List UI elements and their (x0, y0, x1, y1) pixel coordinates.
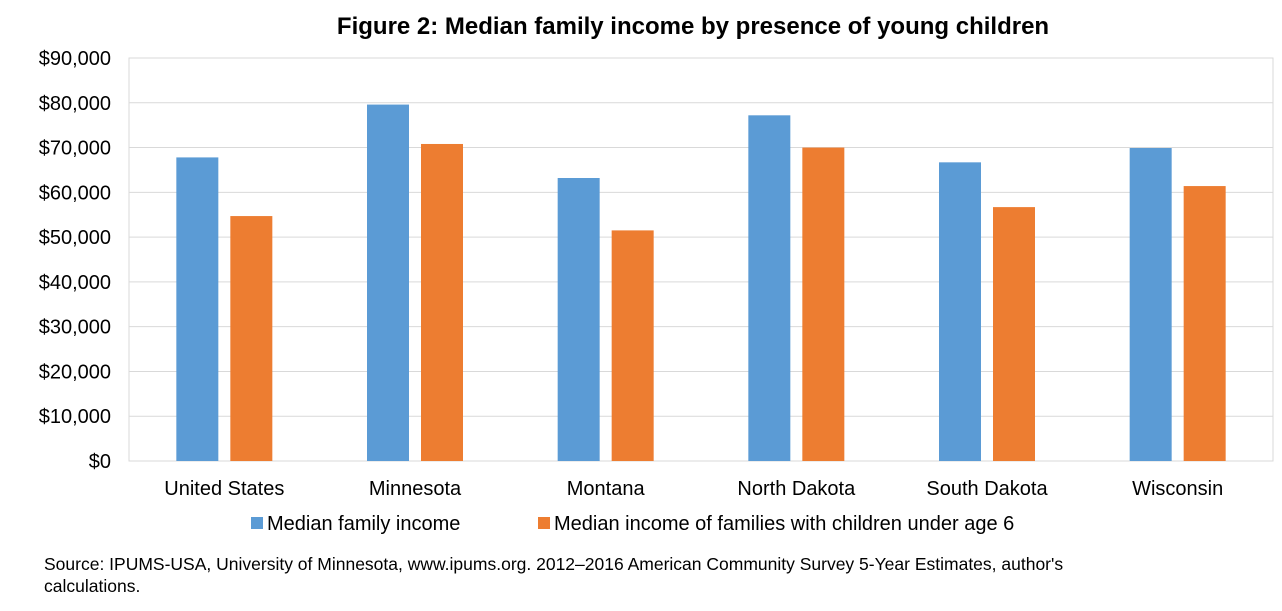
x-category-label: Minnesota (369, 478, 462, 500)
legend-swatch-median-income-children-under-6 (538, 517, 550, 529)
x-category-label: North Dakota (737, 478, 856, 500)
x-category-label: Wisconsin (1132, 478, 1223, 500)
y-tick-label: $10,000 (39, 406, 111, 428)
bar-median-income-children-under-6 (802, 147, 845, 462)
y-tick-label: $50,000 (39, 227, 111, 249)
bar-median-family-income (367, 104, 409, 462)
y-tick-label: $40,000 (39, 272, 111, 294)
y-tick-label: $70,000 (39, 138, 111, 160)
bar-median-income-children-under-6 (230, 216, 273, 461)
bar-median-family-income (1129, 148, 1172, 461)
y-tick-label: $80,000 (39, 93, 111, 115)
bar-median-income-children-under-6 (993, 207, 1035, 461)
source-note: Source: IPUMS-USA, University of Minneso… (44, 554, 1064, 596)
y-tick-label: $60,000 (39, 182, 111, 204)
bar-median-family-income (176, 157, 219, 461)
legend-swatch-median-family-income (251, 517, 263, 529)
gridlines (129, 57, 1273, 462)
chart-title: Figure 2: Median family income by presen… (337, 13, 1049, 40)
x-axis-categories: United States Minnesota Montana North Dakot… (164, 478, 1223, 500)
y-axis-ticks: $0 $10,000 $20,000 $30,000 $40,000 $50,000 $60… (39, 48, 111, 473)
y-tick-label: $20,000 (39, 361, 111, 383)
y-tick-label: $30,000 (39, 317, 111, 339)
y-tick-label: $0 (89, 451, 111, 473)
x-category-label: Montana (567, 478, 646, 500)
legend-label: Median family income (267, 513, 460, 535)
bars (176, 104, 1226, 462)
x-category-label: South Dakota (926, 478, 1048, 500)
bar-median-income-children-under-6 (1183, 186, 1226, 461)
legend-entry: Median income of families with children … (538, 513, 1014, 535)
bar-median-income-children-under-6 (421, 143, 463, 461)
plot-area (128, 57, 1274, 462)
legend-entry: Median family income (251, 513, 460, 535)
legend: Median family income Median income of fam… (251, 513, 1014, 535)
y-tick-label: $90,000 (39, 48, 111, 70)
bar-median-income-children-under-6 (611, 230, 654, 461)
x-category-label: United States (164, 478, 284, 500)
plot-border (128, 57, 1274, 462)
legend-label: Median income of families with children … (554, 513, 1014, 535)
bar-median-family-income (748, 115, 791, 461)
bar-median-family-income (939, 162, 981, 462)
bar-median-family-income (557, 178, 600, 461)
